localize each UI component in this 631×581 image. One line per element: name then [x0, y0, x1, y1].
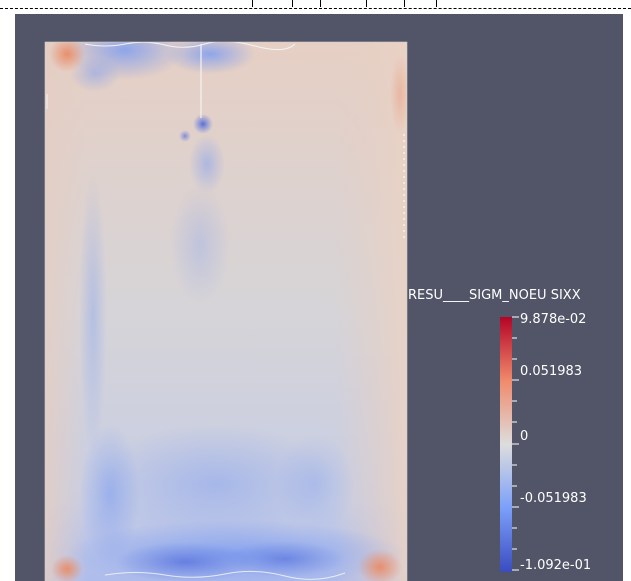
stress-field-render[interactable] — [15, 14, 623, 581]
top-toolbar-strip — [0, 0, 631, 9]
colorbar-mid-low-label: -0.051983 — [520, 491, 587, 506]
colorbar-min-label: -1.092e-01 — [520, 558, 592, 573]
colorbar-mid-high-label: 0.051983 — [520, 364, 583, 379]
render-viewport[interactable]: RESU____SIGM_NOEU SIXX 9.878e-02 0.05198… — [15, 14, 623, 581]
colorbar-max-label: 9.878e-02 — [520, 312, 587, 327]
field-title: RESU____SIGM_NOEU SIXX — [408, 288, 581, 303]
colorbar — [500, 316, 519, 572]
colorbar-zero-label: 0 — [520, 429, 529, 444]
